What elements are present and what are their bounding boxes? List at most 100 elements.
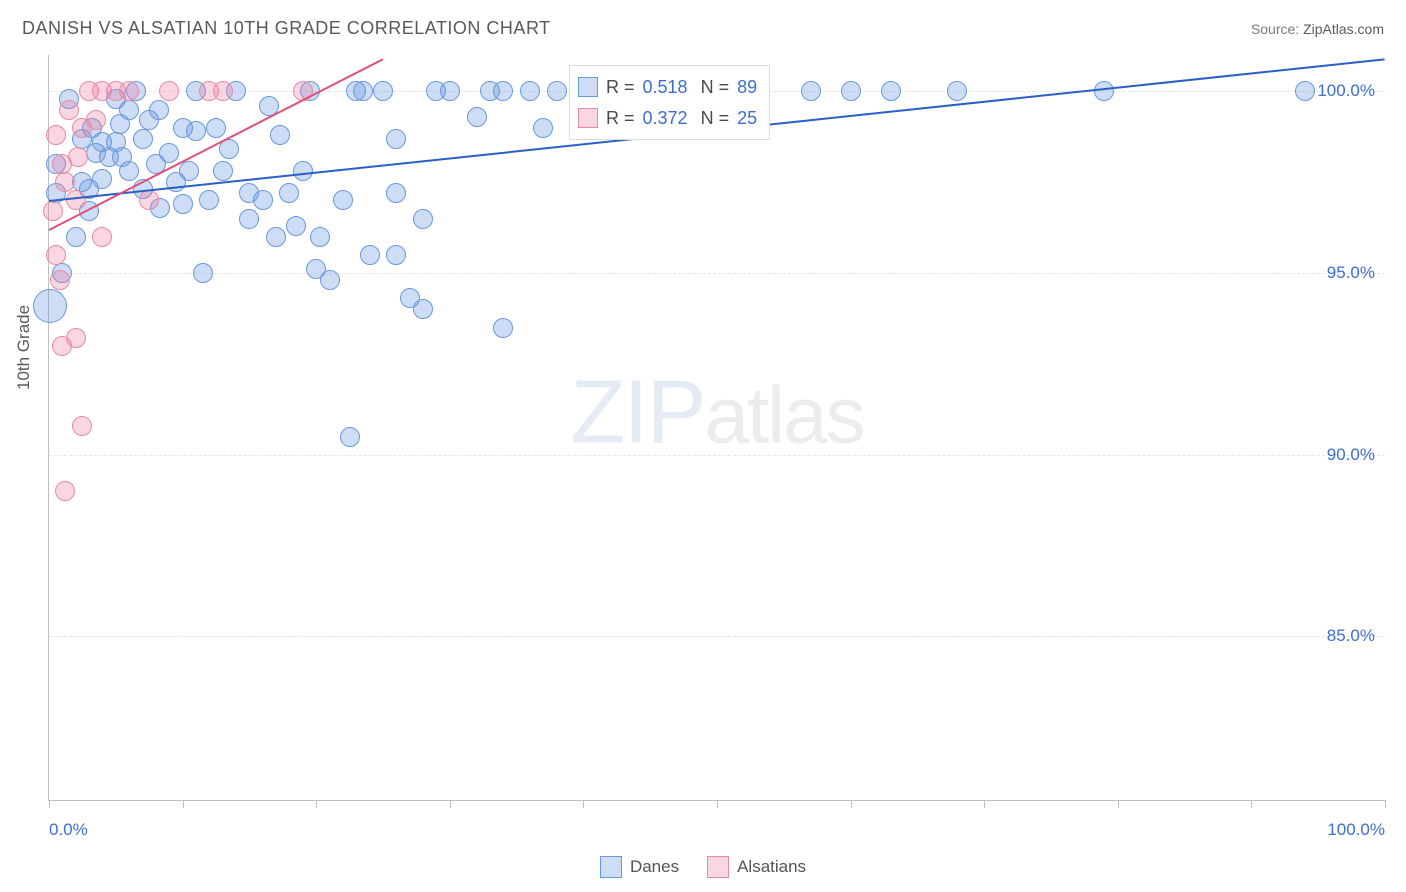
- data-point: [92, 227, 112, 247]
- data-point: [413, 209, 433, 229]
- trend-line: [49, 59, 384, 232]
- data-point: [340, 427, 360, 447]
- x-tick: [1385, 800, 1386, 808]
- data-point: [186, 121, 206, 141]
- data-point: [66, 227, 86, 247]
- data-point: [219, 139, 239, 159]
- data-point: [55, 172, 75, 192]
- data-point: [46, 154, 66, 174]
- data-point: [467, 107, 487, 127]
- gridline-h: [49, 636, 1385, 637]
- gridline-h: [49, 273, 1385, 274]
- data-point: [68, 147, 88, 167]
- data-point: [66, 190, 86, 210]
- data-point: [333, 190, 353, 210]
- data-point: [72, 172, 92, 192]
- x-tick: [1251, 800, 1252, 808]
- watermark-light: atlas: [705, 370, 864, 459]
- data-point: [46, 245, 66, 265]
- data-point: [493, 318, 513, 338]
- x-tick: [984, 800, 985, 808]
- scatter-plot: ZIPatlas 85.0%90.0%95.0%100.0%0.0%100.0%…: [48, 55, 1385, 801]
- data-point: [213, 161, 233, 181]
- stats-n-value: 89: [737, 72, 757, 103]
- legend-item: Alsatians: [707, 856, 806, 878]
- stats-r-value: 0.372: [643, 103, 688, 134]
- data-point: [33, 289, 67, 323]
- data-point: [150, 198, 170, 218]
- data-point: [159, 143, 179, 163]
- legend-item: Danes: [600, 856, 679, 878]
- stats-n-value: 25: [737, 103, 757, 134]
- y-tick-label: 85.0%: [1327, 626, 1375, 646]
- data-point: [270, 125, 290, 145]
- x-tick-label-right: 100.0%: [1327, 820, 1385, 840]
- y-axis-label: 10th Grade: [14, 305, 34, 390]
- data-point: [206, 118, 226, 138]
- x-tick: [851, 800, 852, 808]
- x-tick: [717, 800, 718, 808]
- data-point: [43, 201, 63, 221]
- watermark: ZIPatlas: [571, 361, 864, 464]
- source-attribution: Source: ZipAtlas.com: [1251, 21, 1384, 37]
- x-tick: [583, 800, 584, 808]
- data-point: [119, 161, 139, 181]
- data-point: [400, 288, 420, 308]
- data-point: [55, 481, 75, 501]
- legend-swatch: [578, 108, 598, 128]
- stats-r-value: 0.518: [643, 72, 688, 103]
- data-point: [86, 110, 106, 130]
- data-point: [310, 227, 330, 247]
- legend-label: Danes: [630, 857, 679, 877]
- legend-swatch: [600, 856, 622, 878]
- stats-n-label: N =: [696, 103, 730, 134]
- x-tick: [49, 800, 50, 808]
- y-tick-label: 95.0%: [1327, 263, 1375, 283]
- data-point: [279, 183, 299, 203]
- data-point: [112, 147, 132, 167]
- stats-row: R = 0.372 N =25: [578, 103, 757, 134]
- stats-row: R =0.518 N =89: [578, 72, 757, 103]
- data-point: [66, 328, 86, 348]
- data-point: [139, 190, 159, 210]
- x-tick: [183, 800, 184, 808]
- y-tick-label: 100.0%: [1317, 81, 1375, 101]
- y-tick-label: 90.0%: [1327, 445, 1375, 465]
- source-prefix: Source:: [1251, 21, 1303, 37]
- data-point: [72, 416, 92, 436]
- data-point: [173, 118, 193, 138]
- data-point: [72, 129, 92, 149]
- gridline-h: [49, 455, 1385, 456]
- data-point: [92, 169, 112, 189]
- stats-r-label: R =: [606, 103, 635, 134]
- data-point: [386, 129, 406, 149]
- data-point: [52, 336, 72, 356]
- data-point: [86, 143, 106, 163]
- data-point: [173, 194, 193, 214]
- data-point: [110, 114, 130, 134]
- legend-swatch: [578, 77, 598, 97]
- x-tick: [316, 800, 317, 808]
- data-point: [266, 227, 286, 247]
- data-point: [386, 245, 406, 265]
- data-point: [199, 190, 219, 210]
- source-link[interactable]: ZipAtlas.com: [1303, 21, 1384, 37]
- legend-swatch: [707, 856, 729, 878]
- data-point: [253, 190, 273, 210]
- data-point: [92, 132, 112, 152]
- data-point: [46, 125, 66, 145]
- data-point: [360, 245, 380, 265]
- x-tick-label-left: 0.0%: [49, 820, 88, 840]
- data-point: [306, 259, 326, 279]
- watermark-bold: ZIP: [571, 362, 705, 462]
- data-point: [99, 147, 119, 167]
- title-bar: DANISH VS ALSATIAN 10TH GRADE CORRELATIO…: [22, 18, 1384, 39]
- data-point: [149, 100, 169, 120]
- legend: Danes Alsatians: [0, 856, 1406, 878]
- data-point: [286, 216, 306, 236]
- data-point: [179, 161, 199, 181]
- data-point: [82, 118, 102, 138]
- data-point: [106, 132, 126, 152]
- stats-box: R =0.518 N =89R = 0.372 N =25: [569, 65, 770, 140]
- data-point: [52, 154, 72, 174]
